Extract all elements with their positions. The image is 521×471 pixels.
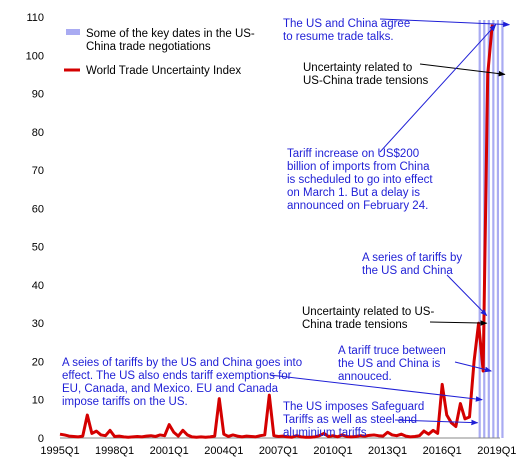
key-date-bar [478,20,481,438]
series-line-world-trade-uncertainty-index [59,24,494,439]
x-tick-label: 2004Q1 [204,445,243,457]
y-tick-label: 70 [32,165,44,177]
key-date-bar [496,20,499,438]
y-tick-label: 30 [32,318,44,330]
key-date-bars [478,20,504,438]
legend: Some of the key dates in the US- China t… [64,28,258,77]
annotation-text: A seies of tariffs by the US and China g… [62,357,302,408]
key-date-bar [492,20,495,438]
x-tick-label: 2019Q1 [477,445,516,457]
y-tick-label: 0 [38,433,44,445]
y-tick-label: 40 [32,280,44,292]
x-tick-label: 1998Q1 [95,445,134,457]
legend-label-wtui: World Trade Uncertainty Index [86,65,241,77]
annotation-arrow [269,374,483,402]
x-tick-label: 2001Q1 [150,445,189,457]
legend-label-key-dates: Some of the key dates in the US- China t… [86,28,258,53]
annotation-text: Tariff increase on US$200 billion of impo… [287,148,433,212]
y-tick-label: 110 [26,12,44,24]
y-axis-ticks: 0 10 20 30 40 50 60 70 80 90 100 110 [26,12,44,445]
annotations: The US and China agree to resume trade ta… [62,18,511,439]
y-tick-label: 60 [32,203,44,215]
y-tick-label: 80 [32,127,44,139]
key-date-bar [487,20,490,438]
annotation-text: A tariff truce between the US and China i… [338,345,446,383]
y-tick-label: 10 [32,395,44,407]
annotation-arrow [446,274,488,317]
y-tick-label: 100 [26,50,44,62]
x-tick-label: 2013Q1 [368,445,407,457]
y-tick-label: 90 [32,89,44,101]
annotation-arrow [394,419,479,426]
x-tick-label: 2016Q1 [423,445,462,457]
annotation-text: The US imposes Safeguard Tariffs as well … [283,401,424,439]
x-tick-label: 2010Q1 [313,445,352,457]
annotation-arrow [429,320,488,326]
annotation-text: Uncertainty related to US-China trade te… [302,306,434,331]
annotation-arrow [379,18,511,28]
annotation-arrow [454,361,492,373]
key-date-bar [501,20,504,438]
annotation-text: Uncertainty related to US-China trade ten… [303,62,429,87]
legend-swatch-key-dates [66,29,80,35]
annotation-arrow [419,63,506,77]
y-tick-label: 50 [32,242,44,254]
annotation-text: The US and China agree to resume trade ta… [283,18,410,43]
x-axis-ticks: 1995Q1 1998Q1 2001Q1 2004Q1 2007Q1 2010Q1 2013… [40,445,516,457]
x-tick-label: 2007Q1 [259,445,298,457]
annotation-text: A series of tariffs by the US and China [362,252,462,277]
y-tick-label: 20 [32,356,44,368]
annotation-arrow [379,24,497,153]
x-tick-label: 1995Q1 [40,445,79,457]
